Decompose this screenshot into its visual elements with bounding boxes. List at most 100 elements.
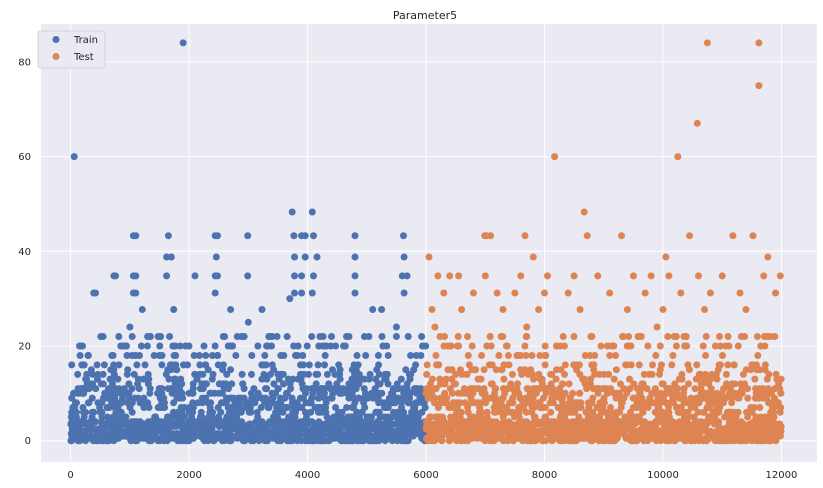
data-point	[694, 408, 702, 416]
data-point	[265, 333, 273, 340]
data-point	[235, 432, 243, 440]
data-point	[423, 418, 431, 426]
data-point	[483, 408, 491, 416]
data-point	[763, 333, 771, 340]
data-point	[659, 408, 667, 416]
data-point	[674, 153, 682, 161]
data-point	[392, 323, 400, 331]
data-point	[116, 408, 124, 416]
data-point	[178, 380, 186, 388]
data-point	[384, 427, 392, 435]
data-point	[728, 380, 736, 388]
data-point	[144, 380, 152, 388]
data-point	[616, 380, 624, 388]
data-point	[299, 361, 307, 369]
data-point	[718, 272, 726, 280]
data-point	[656, 342, 664, 350]
data-point	[570, 333, 578, 340]
data-point	[749, 232, 757, 240]
data-point	[437, 413, 445, 421]
data-point	[294, 352, 302, 359]
data-point	[680, 333, 688, 340]
data-point	[665, 272, 673, 280]
data-point	[683, 432, 691, 440]
data-point	[672, 342, 680, 350]
data-point	[460, 385, 468, 393]
data-point	[541, 289, 548, 297]
data-point	[266, 427, 274, 435]
data-point	[695, 399, 703, 407]
data-point	[115, 361, 123, 369]
data-point	[764, 253, 772, 261]
data-point	[179, 39, 187, 47]
data-point	[140, 375, 148, 383]
data-point	[264, 342, 272, 350]
data-point	[581, 352, 589, 359]
data-point	[544, 272, 551, 280]
y-tick-label: 40	[18, 247, 31, 258]
data-point	[775, 380, 782, 388]
data-point	[746, 427, 753, 435]
data-point	[288, 418, 295, 426]
data-point	[80, 389, 88, 397]
data-point	[608, 420, 616, 428]
data-point	[705, 399, 713, 407]
data-point	[452, 370, 460, 378]
data-point	[703, 39, 711, 47]
data-point	[351, 253, 359, 261]
data-point	[291, 289, 298, 297]
y-tick-label: 0	[25, 436, 31, 447]
data-point	[351, 232, 359, 240]
data-point	[699, 437, 707, 445]
data-point	[588, 333, 596, 340]
data-point	[366, 437, 374, 445]
data-point	[477, 375, 485, 383]
data-point	[316, 333, 324, 340]
data-point	[170, 375, 178, 383]
data-point	[643, 385, 651, 393]
data-point	[423, 370, 431, 378]
data-point	[383, 404, 390, 411]
data-point	[233, 333, 241, 340]
data-point	[751, 375, 759, 383]
data-point	[529, 253, 537, 261]
data-point	[689, 399, 697, 407]
data-point	[202, 352, 210, 359]
data-point	[750, 404, 758, 411]
data-point	[372, 434, 380, 442]
data-point	[527, 366, 535, 374]
data-point	[150, 352, 158, 359]
data-point	[768, 430, 776, 438]
x-tick-label: 10000	[647, 470, 679, 481]
data-point	[164, 232, 172, 240]
data-point	[282, 389, 290, 397]
data-point	[373, 408, 381, 416]
data-point	[626, 375, 633, 383]
data-point	[590, 361, 598, 369]
data-point	[748, 361, 756, 369]
data-point	[618, 399, 625, 407]
data-point	[502, 342, 510, 350]
data-point	[648, 399, 656, 407]
data-point	[518, 370, 526, 378]
data-point	[447, 342, 455, 350]
data-point	[766, 399, 774, 407]
data-point	[433, 423, 441, 430]
data-point	[446, 272, 454, 280]
legend-label-train: Train	[73, 35, 98, 46]
data-point	[658, 361, 665, 369]
data-point	[475, 408, 483, 416]
data-point	[89, 437, 97, 445]
data-point	[711, 342, 719, 350]
data-point	[344, 437, 352, 445]
data-point	[464, 352, 472, 359]
data-point	[301, 423, 309, 430]
data-point	[248, 370, 255, 378]
data-point	[625, 333, 633, 340]
data-point	[612, 394, 620, 402]
data-point	[258, 375, 266, 383]
data-point	[98, 430, 105, 438]
data-point	[552, 375, 560, 383]
data-point	[575, 413, 583, 421]
data-point	[122, 418, 130, 426]
